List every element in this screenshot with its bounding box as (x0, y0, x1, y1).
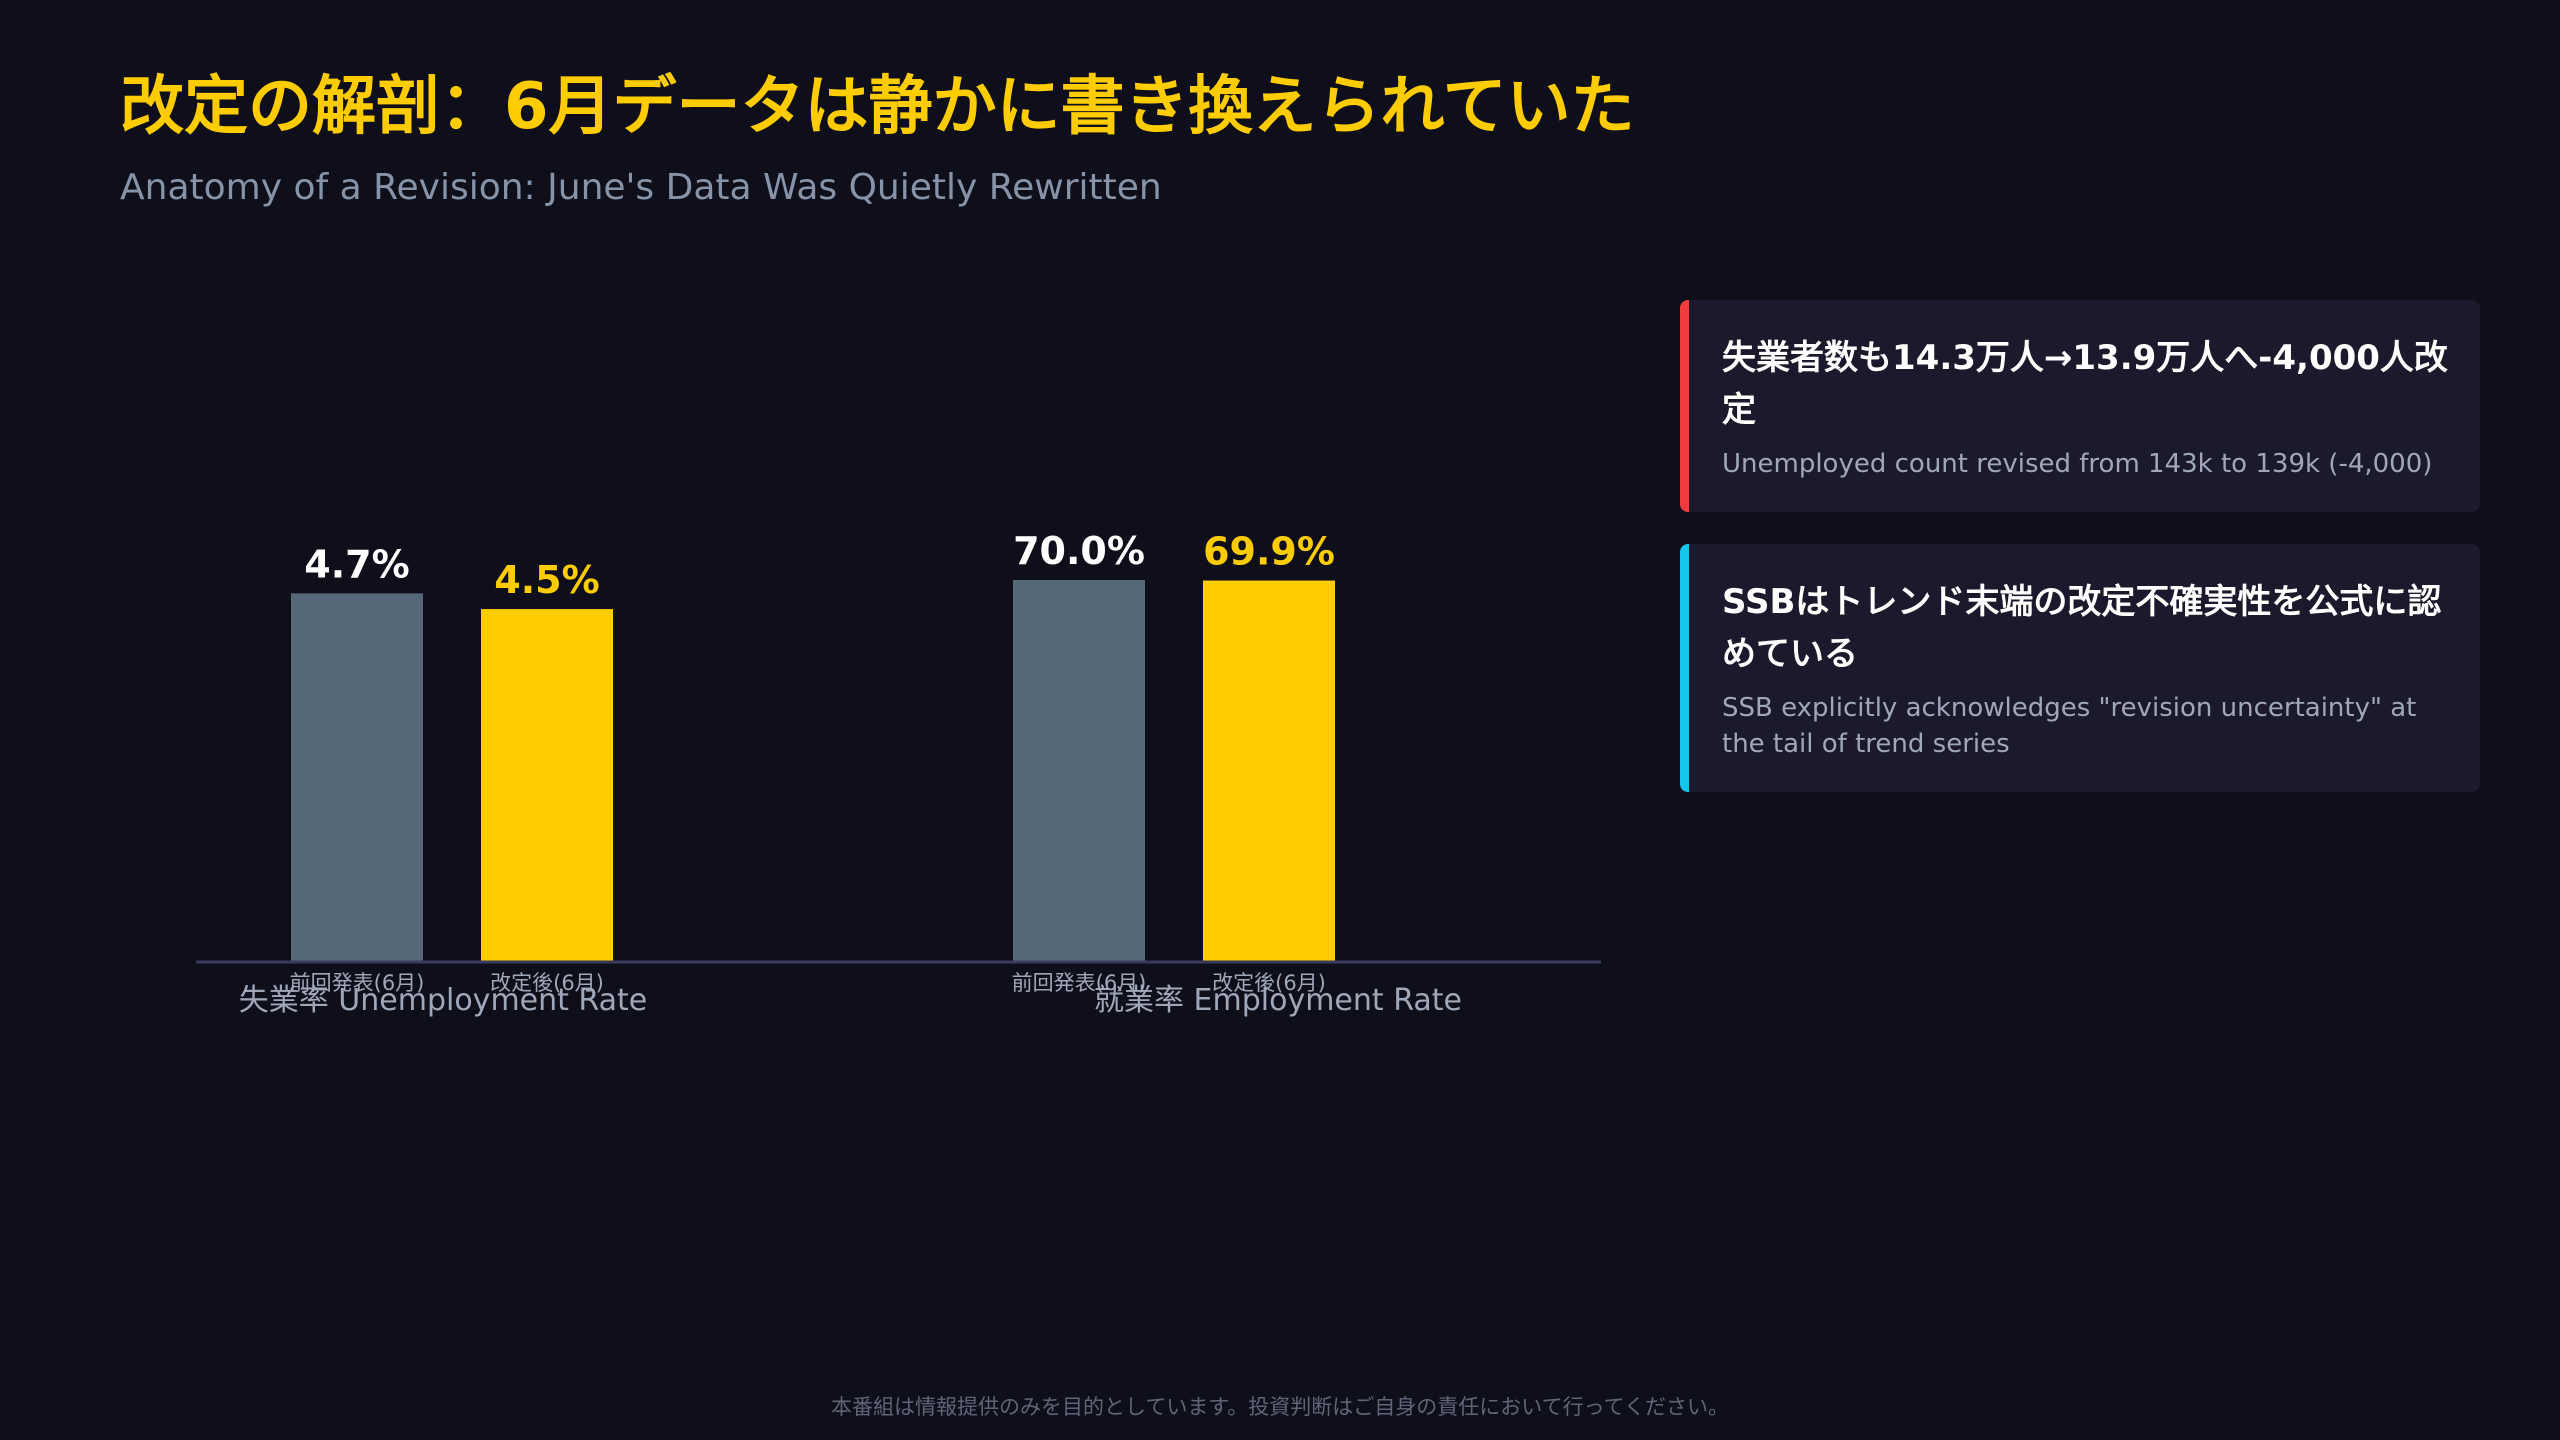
bar (1013, 580, 1145, 962)
bar-value-label: 69.9% (1203, 530, 1335, 574)
category-tick-label: 前回発表(6月) (290, 971, 425, 995)
card-title: SSBはトレンド末端の改定不確実性を公式に認めている (1722, 582, 2442, 674)
insight-cards: 失業者数も14.3万人→13.9万人へ-4,000人改定 Unemployed … (1680, 300, 2480, 824)
bar (481, 609, 613, 962)
card-title: 失業者数も14.3万人→13.9万人へ-4,000人改定 (1722, 338, 2448, 430)
category-tick-label: 改定後(6月) (490, 971, 604, 995)
bar-value-label: 70.0% (1013, 529, 1145, 573)
revision-bar-chart: 4.7% 前回発表(6月) 4.5% 改定後(6月) 失業率 Unemployment … (0, 0, 1640, 1100)
bar-value-label: 4.7% (304, 542, 409, 586)
card-accent-bar-cyan (1680, 544, 1689, 792)
card-body: SSB explicitly acknowledges "revision un… (1722, 693, 2417, 759)
bar-value-label: 4.5% (494, 558, 599, 602)
card-body: Unemployed count revised from 143k to 13… (1722, 449, 2433, 479)
bar (291, 593, 423, 962)
chart-svg: 4.7%前回発表(6月)4.5%改定後(6月)失業率 Unemployment … (196, 529, 1601, 1018)
disclaimer: 本番組は情報提供のみを目的としています。投資判断はご自身の責任において行ってくだ… (831, 1395, 1729, 1419)
page-title: 改定の解剖：6月データは静かに書き換えられていた (120, 70, 1635, 144)
bar (1203, 580, 1335, 962)
card-unemployed-count: 失業者数も14.3万人→13.9万人へ-4,000人改定 Unemployed … (1680, 300, 2480, 512)
page-subtitle: Anatomy of a Revision: June's Data Was Q… (120, 167, 1162, 208)
group-axis-title: 失業率 Unemployment Rate (239, 983, 647, 1018)
group-axis-title: 就業率 Employment Rate (1094, 983, 1462, 1018)
card-accent-bar-red (1680, 300, 1689, 512)
category-tick-label: 改定後(6月) (1212, 971, 1326, 995)
category-tick-label: 前回発表(6月) (1012, 971, 1147, 995)
card-ssb-uncertainty: SSBはトレンド末端の改定不確実性を公式に認めている SSB explicitl… (1680, 544, 2480, 792)
